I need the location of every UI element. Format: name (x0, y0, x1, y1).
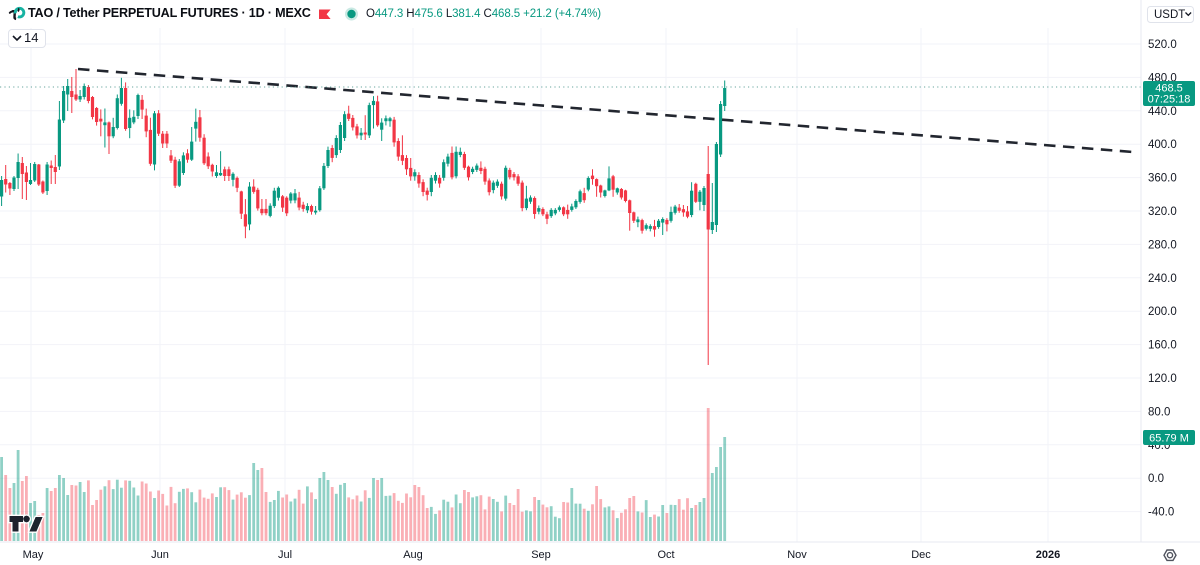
svg-text:2026: 2026 (1036, 549, 1060, 561)
svg-text:240.0: 240.0 (1148, 273, 1177, 285)
svg-text:Nov: Nov (787, 549, 807, 561)
svg-text:80.0: 80.0 (1148, 406, 1170, 418)
svg-text:-40.0: -40.0 (1148, 507, 1174, 519)
svg-text:Jul: Jul (278, 549, 292, 561)
svg-text:280.0: 280.0 (1148, 239, 1177, 251)
svg-text:200.0: 200.0 (1148, 306, 1177, 318)
svg-text:Oct: Oct (657, 549, 674, 561)
svg-text:360.0: 360.0 (1148, 173, 1177, 185)
svg-text:120.0: 120.0 (1148, 373, 1177, 385)
svg-text:320.0: 320.0 (1148, 206, 1177, 218)
svg-text:65.79 M: 65.79 M (1149, 433, 1189, 445)
svg-text:USDT: USDT (1154, 9, 1185, 21)
svg-text:Sep: Sep (531, 549, 551, 561)
svg-text:160.0: 160.0 (1148, 340, 1177, 352)
svg-text:Aug: Aug (403, 549, 423, 561)
svg-text:May: May (23, 549, 44, 561)
svg-text:07:25:18: 07:25:18 (1148, 94, 1191, 106)
svg-text:468.5: 468.5 (1155, 83, 1183, 95)
svg-text:0.0: 0.0 (1148, 473, 1164, 485)
svg-text:Jun: Jun (151, 549, 169, 561)
svg-text:520.0: 520.0 (1148, 39, 1177, 51)
svg-text:400.0: 400.0 (1148, 139, 1177, 151)
svg-text:Dec: Dec (911, 549, 931, 561)
svg-text:440.0: 440.0 (1148, 106, 1177, 118)
